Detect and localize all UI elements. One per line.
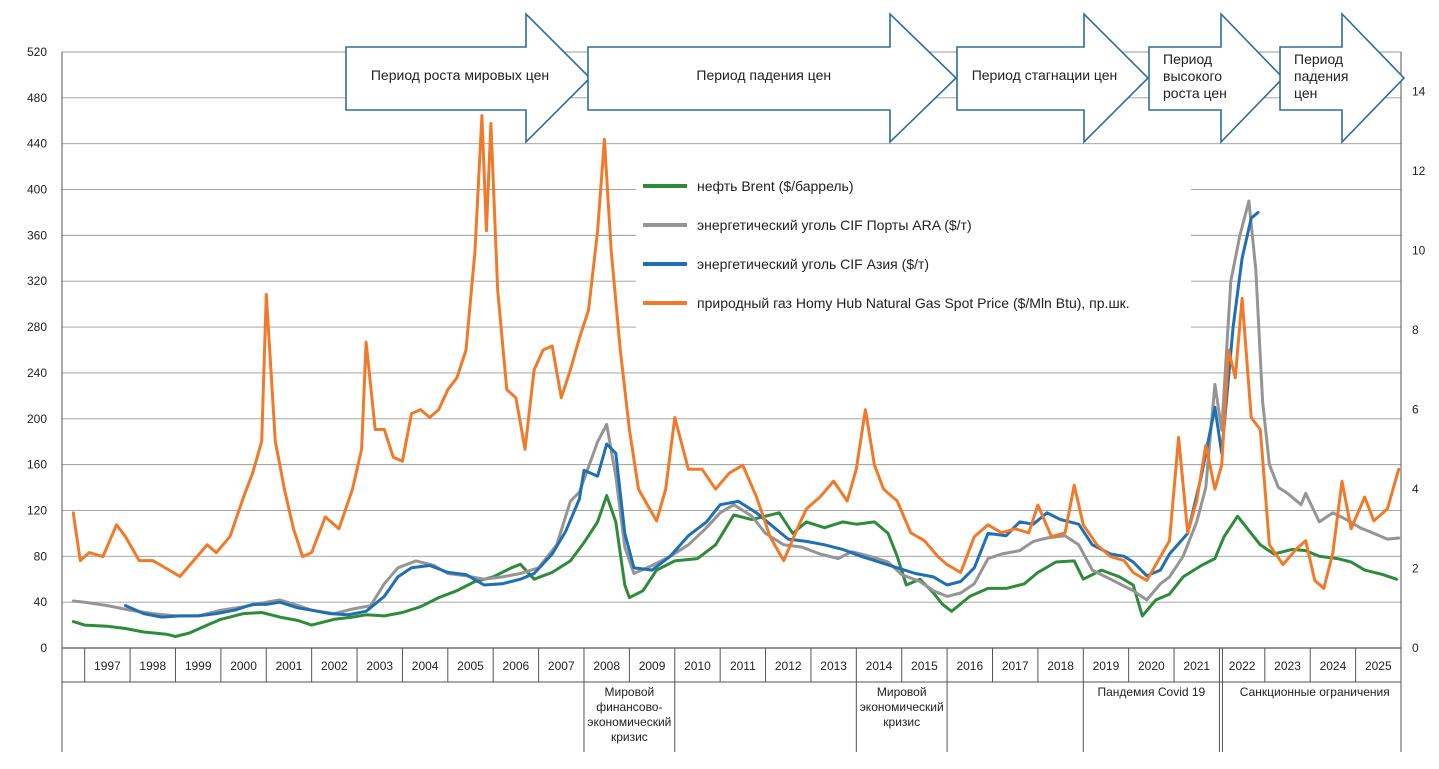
y2-tick-label: 6: [1412, 403, 1419, 417]
series-line: [71, 114, 1401, 590]
y-tick-label: 80: [34, 549, 48, 563]
event-label: Мировой финансово-экономический кризис: [587, 685, 671, 744]
x-tick-label: 2017: [1002, 659, 1029, 673]
y2-tick-label: 10: [1412, 244, 1426, 258]
y2-tick-label: 2: [1412, 562, 1419, 576]
x-tick-label: 2014: [866, 659, 893, 673]
x-tick-label: 2012: [775, 659, 802, 673]
legend-label: природный газ Homy Hub Natural Gas Spot …: [697, 295, 1130, 311]
y2-tick-label: 12: [1412, 164, 1426, 178]
period-label: Период падения цен: [696, 67, 831, 83]
x-tick-label: 2022: [1229, 659, 1256, 673]
series-line: [124, 211, 1260, 619]
legend-label: энергетический уголь CIF Азия ($/т): [697, 256, 929, 272]
x-tick-label: 1997: [94, 659, 121, 673]
x-tick-label: 2007: [548, 659, 575, 673]
x-tick-label: 2013: [820, 659, 847, 673]
y-tick-label: 40: [34, 595, 48, 609]
y-tick-label: 0: [40, 641, 47, 655]
x-tick-label: 2018: [1047, 659, 1074, 673]
y-tick-label: 120: [27, 503, 47, 517]
y2-tick-label: 8: [1412, 323, 1419, 337]
legend-label: нефть Brent ($/баррель): [697, 178, 854, 194]
x-tick-label: 2020: [1138, 659, 1165, 673]
x-tick-label: 2019: [1093, 659, 1120, 673]
period-arrow: [345, 12, 592, 144]
y2-tick-label: 14: [1412, 85, 1426, 99]
y2-tick-label: 0: [1412, 641, 1419, 655]
y-tick-label: 240: [27, 366, 47, 380]
x-tick-label: 2016: [956, 659, 983, 673]
x-tick-label: 2009: [639, 659, 666, 673]
y-tick-label: 200: [27, 412, 47, 426]
period-arrow: [587, 12, 958, 144]
x-tick-label: 2025: [1365, 659, 1392, 673]
event-label: Пандемия Covid 19: [1097, 685, 1205, 699]
x-tick-label: 2000: [230, 659, 257, 673]
y-tick-label: 360: [27, 228, 47, 242]
x-tick-label: 1999: [185, 659, 212, 673]
x-tick-label: 2004: [412, 659, 439, 673]
x-tick-label: 2010: [684, 659, 711, 673]
period-arrow: [956, 12, 1150, 144]
x-tick-label: 2003: [366, 659, 393, 673]
y-tick-label: 280: [27, 320, 47, 334]
legend-box: [636, 170, 1191, 330]
y-tick-label: 400: [27, 183, 47, 197]
x-tick-label: 2008: [593, 659, 620, 673]
event-label: Санкционные ограничения: [1240, 685, 1390, 699]
y-tick-label: 440: [27, 137, 47, 151]
event-label: Мировой экономический кризис: [860, 685, 944, 729]
series-line: [71, 494, 1398, 638]
period-label: Период падения цен: [1294, 51, 1348, 101]
x-tick-label: 2002: [321, 659, 348, 673]
x-tick-label: 2021: [1183, 659, 1210, 673]
x-tick-label: 2015: [911, 659, 938, 673]
legend-label: энергетический уголь CIF Порты ARA ($/т): [697, 217, 972, 233]
period-label: Период стагнации цен: [972, 67, 1118, 83]
period-arrow: [1279, 12, 1406, 144]
period-arrow: [1148, 12, 1285, 144]
x-tick-label: 2024: [1320, 659, 1347, 673]
x-tick-label: 2001: [276, 659, 303, 673]
x-tick-label: 2005: [457, 659, 484, 673]
period-label: Период роста мировых цен: [371, 67, 549, 83]
y-tick-label: 480: [27, 91, 47, 105]
x-tick-label: 1998: [139, 659, 166, 673]
period-label: Период высокого роста цен: [1163, 51, 1227, 101]
y2-tick-label: 4: [1412, 482, 1419, 496]
y-tick-label: 520: [27, 45, 47, 59]
y-tick-label: 160: [27, 458, 47, 472]
x-tick-label: 2006: [503, 659, 530, 673]
x-tick-label: 2011: [730, 659, 756, 673]
y-tick-label: 320: [27, 274, 47, 288]
x-tick-label: 2023: [1274, 659, 1301, 673]
